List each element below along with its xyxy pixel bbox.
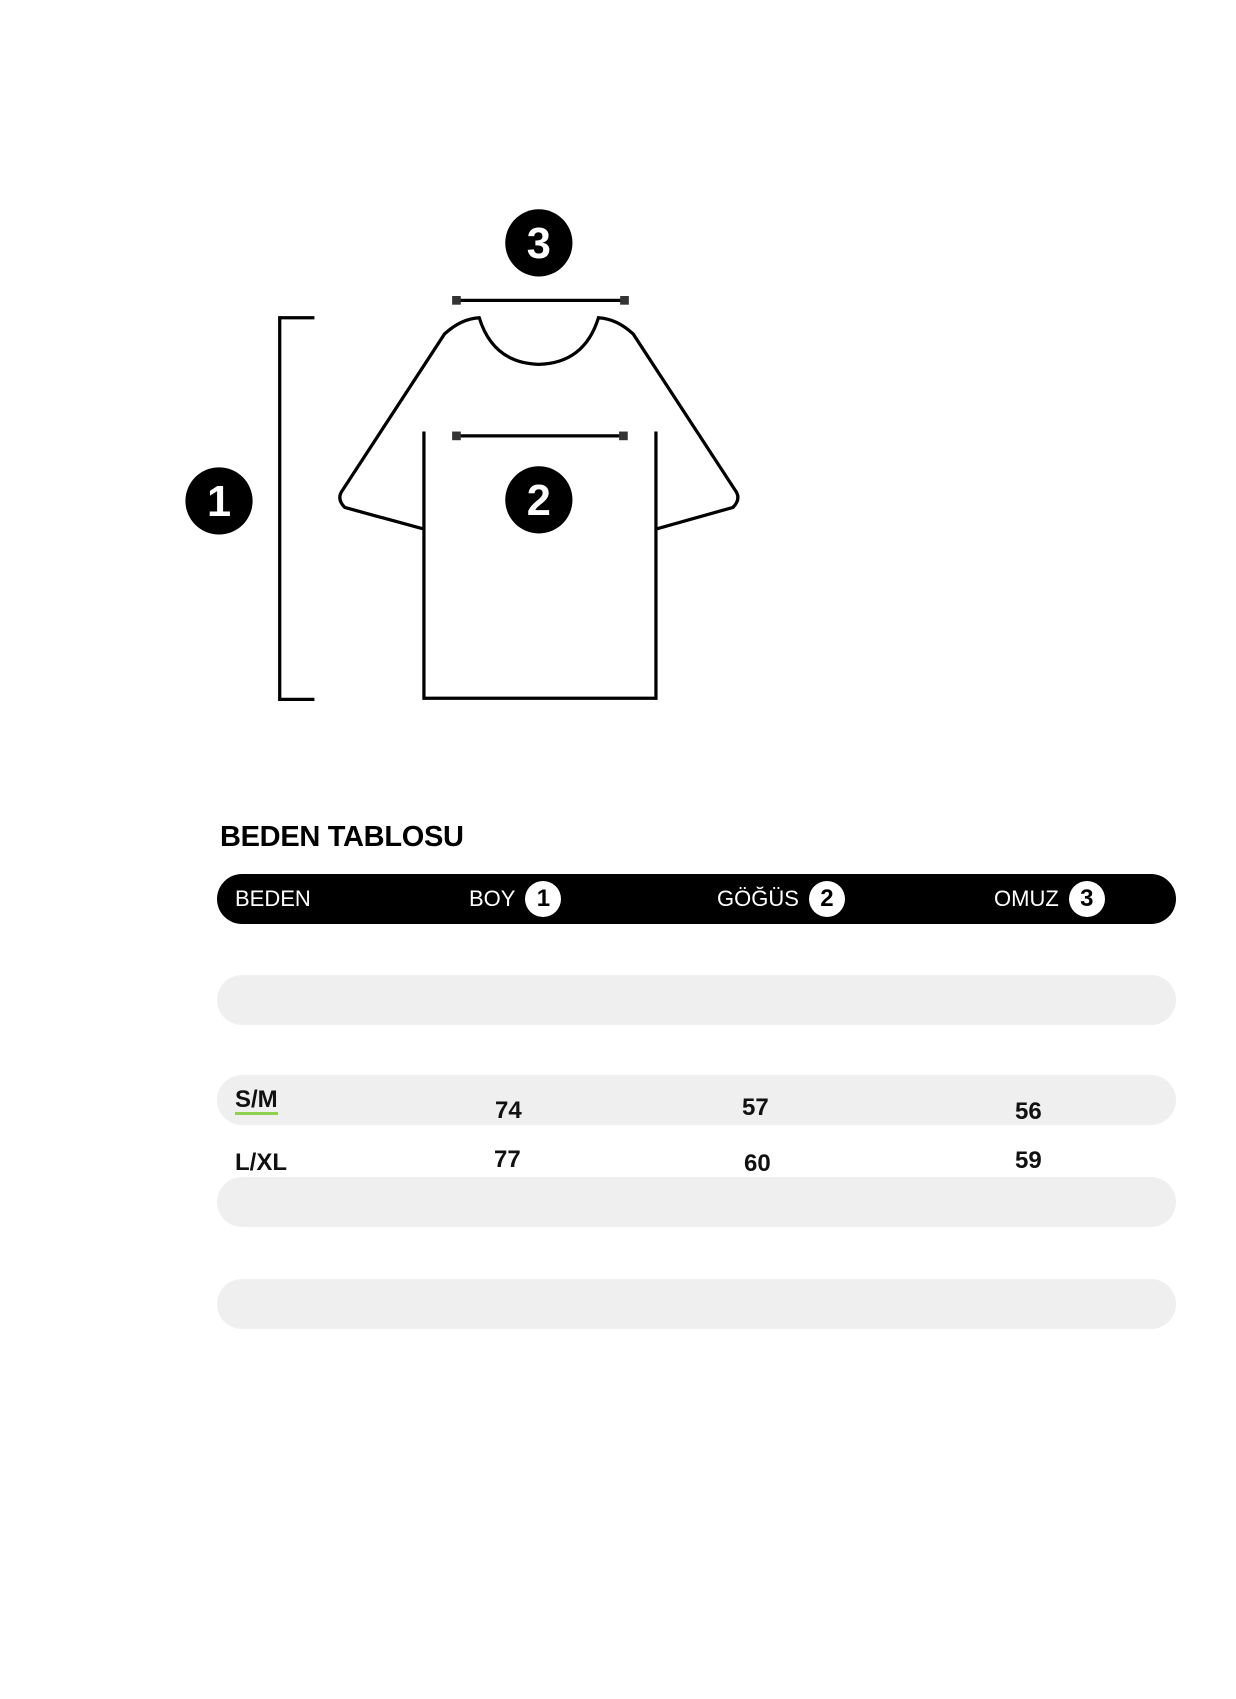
- omuz-cell: 56: [1015, 1098, 1042, 1125]
- header-beden: BEDEN: [235, 874, 311, 924]
- svg-text:3: 3: [527, 220, 551, 268]
- svg-text:1: 1: [207, 478, 231, 526]
- boy-cell: 74: [495, 1097, 522, 1124]
- row-band: [217, 975, 1176, 1025]
- marker-2: 2: [505, 466, 573, 534]
- omuz-cell: 59: [1015, 1147, 1042, 1174]
- row-band: [217, 1177, 1176, 1227]
- table-title: BEDEN TABLOSU: [220, 821, 464, 853]
- boy-cell: 77: [494, 1146, 521, 1173]
- header-label: BEDEN: [235, 886, 311, 911]
- marker-3-badge: 3: [1068, 881, 1105, 917]
- marker-1-badge: 1: [525, 881, 562, 917]
- header-label: BOY: [469, 886, 516, 911]
- header-label: GÖĞÜS: [717, 886, 799, 911]
- header-gogus: GÖĞÜS 2: [717, 874, 845, 924]
- marker-3: 3: [505, 209, 573, 277]
- height-bracket: [278, 316, 315, 701]
- tshirt-body: [422, 431, 658, 700]
- row-band: [217, 1075, 1176, 1125]
- gogus-cell: 60: [744, 1150, 771, 1177]
- gogus-cell: 57: [742, 1094, 769, 1121]
- marker-1: 1: [185, 467, 253, 535]
- table-header: BEDEN BOY 1 GÖĞÜS 2 OMUZ 3: [217, 874, 1176, 924]
- marker-2-badge: 2: [808, 881, 845, 917]
- header-omuz: OMUZ 3: [994, 874, 1105, 924]
- row-band: [217, 1279, 1176, 1329]
- header-boy: BOY 1: [469, 874, 562, 924]
- size-cell: S/M: [235, 1086, 278, 1115]
- size-cell: L/XL: [235, 1149, 287, 1176]
- tshirt-outline: [338, 315, 740, 531]
- header-label: OMUZ: [994, 886, 1059, 911]
- svg-text:2: 2: [527, 477, 551, 525]
